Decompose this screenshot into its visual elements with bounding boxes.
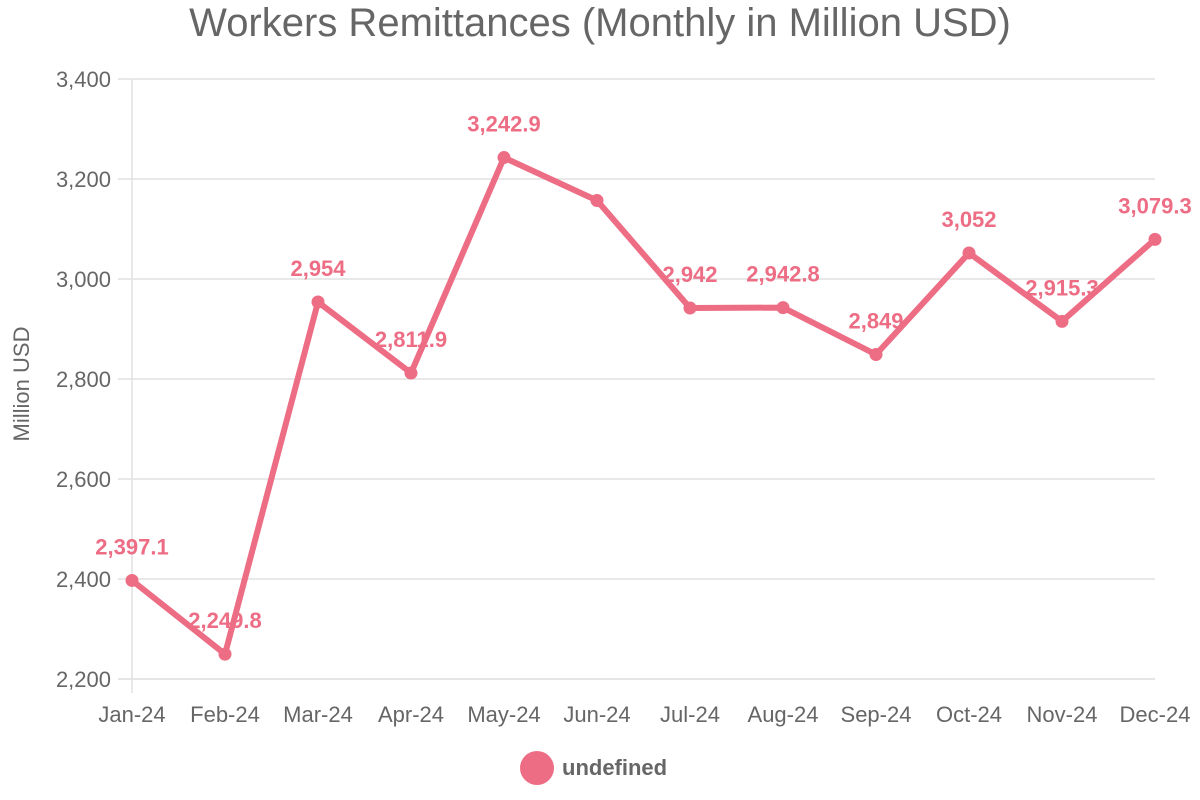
x-tick-label: May-24: [467, 702, 540, 727]
y-tick-label: 2,800: [56, 367, 111, 392]
x-tick-label: Jul-24: [660, 702, 720, 727]
x-axis-ticks: Jan-24 Feb-24 Mar-24 Apr-24 May-24 Jun-24 Jul-…: [98, 702, 1190, 727]
legend-swatch: [520, 751, 554, 785]
x-tick-label: Aug-24: [748, 702, 819, 727]
x-tick-label: Mar-24: [283, 702, 353, 727]
y-tick-label: 3,400: [56, 67, 111, 92]
data-point[interactable]: [218, 647, 232, 661]
x-tick-label: Nov-24: [1027, 702, 1098, 727]
x-tick-label: Dec-24: [1120, 702, 1191, 727]
y-axis-title: Million USD: [9, 327, 34, 442]
data-label: 3,052: [941, 207, 996, 232]
data-point[interactable]: [962, 246, 976, 260]
x-tick-label: Feb-24: [190, 702, 260, 727]
y-tick-label: 2,200: [56, 667, 111, 692]
x-tick-label: Oct-24: [936, 702, 1002, 727]
data-label: 2,249.8: [188, 608, 261, 633]
data-label: 2,397.1: [95, 534, 168, 559]
data-point[interactable]: [497, 151, 511, 165]
data-point[interactable]: [311, 295, 325, 309]
legend-label: undefined: [562, 755, 667, 780]
x-tick-label: Sep-24: [841, 702, 912, 727]
data-label: 2,942.8: [746, 262, 819, 287]
data-label: 3,079.3: [1118, 193, 1191, 218]
data-label: 2,954: [290, 256, 346, 281]
gridlines: [118, 78, 1155, 693]
data-label: 2,942: [662, 262, 717, 287]
data-label: 2,811.9: [375, 327, 447, 352]
series-line: [129, 154, 1158, 658]
x-tick-label: Jan-24: [98, 702, 165, 727]
data-label: 2,915.3: [1025, 275, 1098, 300]
y-axis-ticks: 2,200 2,400 2,600 2,800 3,000 3,200 3,400: [56, 67, 111, 692]
x-tick-label: Apr-24: [378, 702, 444, 727]
data-point[interactable]: [1148, 232, 1162, 246]
y-tick-label: 3,200: [56, 167, 111, 192]
data-labels: 2,397.1 2,249.8 2,954 2,811.9 3,242.9 2,942 2,…: [95, 112, 1191, 634]
chart-title: Workers Remittances (Monthly in Million …: [189, 1, 1011, 45]
data-label: 2,849: [848, 309, 903, 334]
data-point[interactable]: [683, 301, 697, 315]
data-point[interactable]: [125, 573, 139, 587]
data-label: 3,242.9: [467, 112, 540, 137]
data-point[interactable]: [776, 301, 790, 315]
data-point[interactable]: [404, 366, 418, 380]
y-tick-label: 2,600: [56, 467, 111, 492]
data-point[interactable]: [590, 194, 604, 207]
data-point[interactable]: [869, 348, 883, 361]
x-tick-label: Jun-24: [563, 702, 630, 727]
legend[interactable]: undefined: [520, 751, 667, 785]
y-tick-label: 2,400: [56, 567, 111, 592]
data-point[interactable]: [1055, 314, 1069, 328]
series-group: [125, 151, 1162, 661]
y-tick-label: 3,000: [56, 267, 111, 292]
